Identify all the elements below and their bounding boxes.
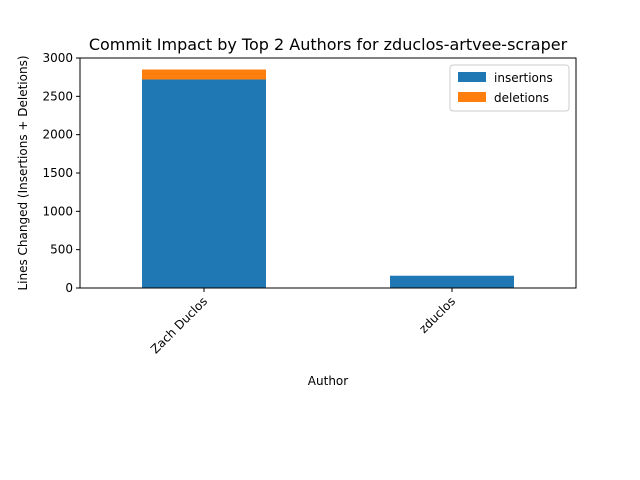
y-tick-label: 2000 [42, 128, 73, 142]
y-tick-label: 500 [50, 243, 73, 257]
y-tick-label: 1500 [42, 166, 73, 180]
bar-insertions-0 [142, 79, 266, 288]
bar-deletions-0 [142, 69, 266, 80]
legend: insertions deletions [449, 64, 570, 112]
legend-swatch-deletions [458, 92, 486, 102]
legend-swatch-insertions [458, 72, 486, 82]
y-tick-label: 2500 [42, 89, 73, 103]
x-tick-label: Zach Duclos [148, 294, 210, 356]
x-axis: Zach Duclos zduclos [148, 288, 458, 356]
bar-insertions-1 [390, 275, 514, 288]
y-tick-label: 0 [65, 281, 73, 295]
y-tick-label: 1000 [42, 204, 73, 218]
y-tick-label: 3000 [42, 51, 73, 65]
y-axis: 0 500 1000 1500 2000 2500 3000 [42, 51, 80, 295]
x-axis-label: Author [308, 374, 348, 388]
legend-label-deletions: deletions [494, 91, 549, 105]
bars-group [142, 69, 514, 288]
x-tick-label: zduclos [416, 294, 458, 336]
legend-label-insertions: insertions [494, 71, 553, 85]
chart-title: Commit Impact by Top 2 Authors for zducl… [89, 35, 568, 54]
y-axis-label: Lines Changed (Insertions + Deletions) [16, 55, 30, 290]
